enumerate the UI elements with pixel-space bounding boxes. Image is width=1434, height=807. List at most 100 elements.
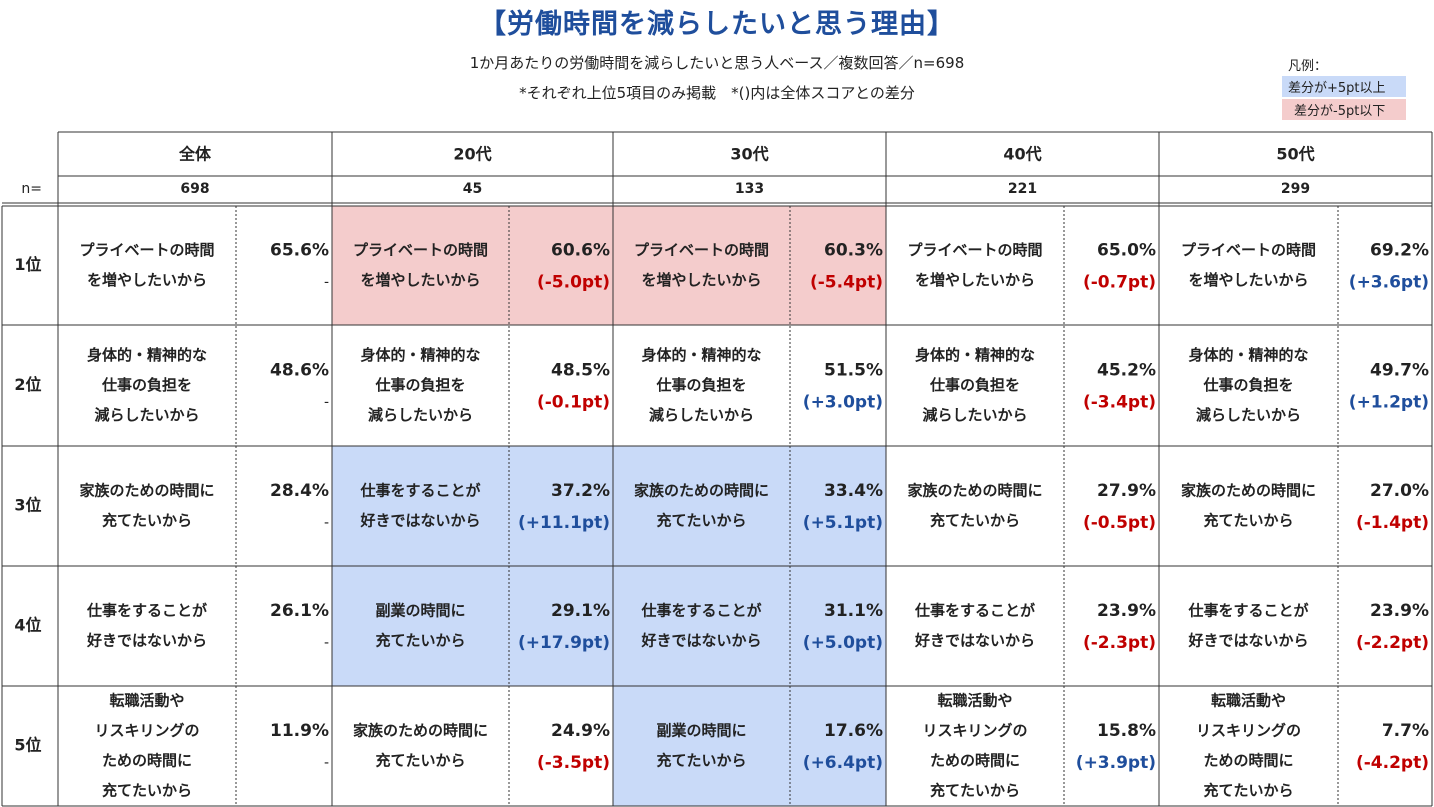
diff-value: (+17.9pt): [518, 633, 610, 653]
score-value: 69.2%: [1370, 241, 1429, 261]
diff-value: (+5.0pt): [803, 633, 883, 653]
reason-text: プライベートの時間: [1181, 241, 1316, 259]
reason-text: 転職活動や: [1211, 692, 1286, 710]
reason-text: 充てたいから: [375, 632, 465, 650]
reason-text: プライベートの時間: [353, 241, 488, 259]
score-value: 48.5%: [551, 361, 610, 381]
diff-value: (-5.4pt): [810, 273, 883, 293]
reason-text: 減らしたいから: [94, 406, 199, 424]
reason-text: 充てたいから: [102, 782, 192, 800]
group-n-value: 698: [180, 181, 209, 197]
reason-text: を増やしたいから: [1188, 271, 1308, 289]
score-value: 11.9%: [270, 721, 329, 741]
reason-text: 身体的・精神的な: [641, 346, 761, 364]
reason-text: 好きではないから: [86, 632, 207, 650]
reason-text: 身体的・精神的な: [1188, 346, 1308, 364]
diff-value: (-0.7pt): [1083, 273, 1156, 293]
highlight-cell: [613, 446, 886, 566]
reason-text: 減らしたいから: [368, 406, 473, 424]
diff-value: (+3.0pt): [803, 393, 883, 413]
diff-value: -: [324, 395, 329, 411]
score-value: 27.0%: [1370, 481, 1429, 501]
rank-label: 5位: [14, 736, 41, 755]
reason-text: 好きではないから: [640, 632, 761, 650]
reason-text: ための時間に: [930, 752, 1020, 770]
reason-text: 充てたいから: [375, 752, 465, 770]
score-value: 24.9%: [551, 721, 610, 741]
score-value: 48.6%: [270, 361, 329, 381]
score-value: 29.1%: [551, 601, 610, 621]
reason-text: 充てたいから: [1203, 782, 1293, 800]
diff-value: (+5.1pt): [803, 513, 883, 533]
n-label: n=: [21, 181, 42, 197]
reason-text: 充てたいから: [656, 752, 746, 770]
reason-text: 家族のための時間に: [1181, 482, 1316, 500]
reason-text: 仕事をすることが: [1187, 602, 1309, 620]
reason-text: 身体的・精神的な: [915, 346, 1035, 364]
reason-text: 身体的・精神的な: [360, 346, 480, 364]
reason-text: 減らしたいから: [1196, 406, 1301, 424]
score-value: 51.5%: [824, 361, 883, 381]
rank-label: 4位: [14, 616, 41, 635]
reason-text: 仕事の負担を: [374, 376, 465, 394]
reason-text: 身体的・精神的な: [87, 346, 207, 364]
diff-value: (+6.4pt): [803, 753, 883, 773]
score-value: 15.8%: [1097, 721, 1156, 741]
diff-value: (-0.5pt): [1083, 513, 1156, 533]
rank-label: 3位: [14, 496, 41, 515]
reason-text: 家族のための時間に: [907, 482, 1042, 500]
diff-value: (+1.2pt): [1349, 393, 1429, 413]
score-value: 33.4%: [824, 481, 883, 501]
reason-text: 充てたいから: [1203, 512, 1293, 530]
score-value: 65.0%: [1097, 241, 1156, 261]
group-n-value: 45: [463, 181, 482, 197]
score-value: 31.1%: [824, 601, 883, 621]
score-value: 49.7%: [1370, 361, 1429, 381]
diff-value: (-2.2pt): [1356, 633, 1429, 653]
reason-text: 家族のための時間に: [353, 722, 488, 740]
group-n-value: 299: [1281, 181, 1310, 197]
diff-value: -: [324, 755, 329, 771]
group-header: 40代: [1003, 145, 1041, 164]
reason-text: プライベートの時間: [907, 241, 1042, 259]
reason-text: リスキリングの: [1196, 722, 1301, 740]
reason-text: 仕事をすることが: [86, 602, 208, 620]
group-header: 30代: [730, 145, 768, 164]
reason-text: 仕事の負担を: [655, 376, 746, 394]
reason-text: 仕事をすることが: [640, 602, 762, 620]
diff-value: (-2.3pt): [1083, 633, 1156, 653]
legend: 凡例： 差分が+5pt以上 差分が-5pt以下: [1282, 55, 1406, 122]
reason-text: 充てたいから: [102, 512, 192, 530]
diff-value: (+11.1pt): [518, 513, 610, 533]
highlight-cell: [332, 566, 613, 686]
highlight-cell: [613, 686, 886, 806]
reason-text: 転職活動や: [937, 692, 1012, 710]
reason-text: プライベートの時間: [634, 241, 769, 259]
diff-value: (-3.5pt): [537, 753, 610, 773]
reason-text: 家族のための時間に: [634, 482, 769, 500]
score-value: 26.1%: [270, 601, 329, 621]
reason-text: を増やしたいから: [641, 271, 761, 289]
diff-value: -: [324, 515, 329, 531]
reason-text: ための時間に: [102, 752, 192, 770]
diff-value: -: [324, 635, 329, 651]
reason-text: 仕事の負担を: [1202, 376, 1293, 394]
diff-value: (-0.1pt): [537, 393, 610, 413]
highlight-cell: [613, 206, 886, 325]
reason-text: 充てたいから: [930, 782, 1020, 800]
reason-text: 仕事をすることが: [359, 482, 481, 500]
reason-text: 副業の時間に: [656, 722, 746, 740]
group-header: 全体: [178, 145, 212, 164]
chart-title: 【労働時間を減らしたいと思う理由】: [479, 9, 955, 40]
chart-subtitle: 1か月あたりの労働時間を減らしたいと思う人ベース／複数回答／n=698: [469, 54, 965, 72]
reason-text: 仕事の負担を: [101, 376, 192, 394]
highlight-cell: [332, 206, 613, 325]
highlight-cell: [332, 446, 613, 566]
reason-text: 好きではないから: [359, 512, 480, 530]
score-value: 7.7%: [1382, 721, 1429, 741]
diff-value: (+3.9pt): [1076, 753, 1156, 773]
score-value: 45.2%: [1097, 361, 1156, 381]
legend-negative: 差分が-5pt以下: [1282, 99, 1406, 120]
group-header: 50代: [1276, 145, 1314, 164]
